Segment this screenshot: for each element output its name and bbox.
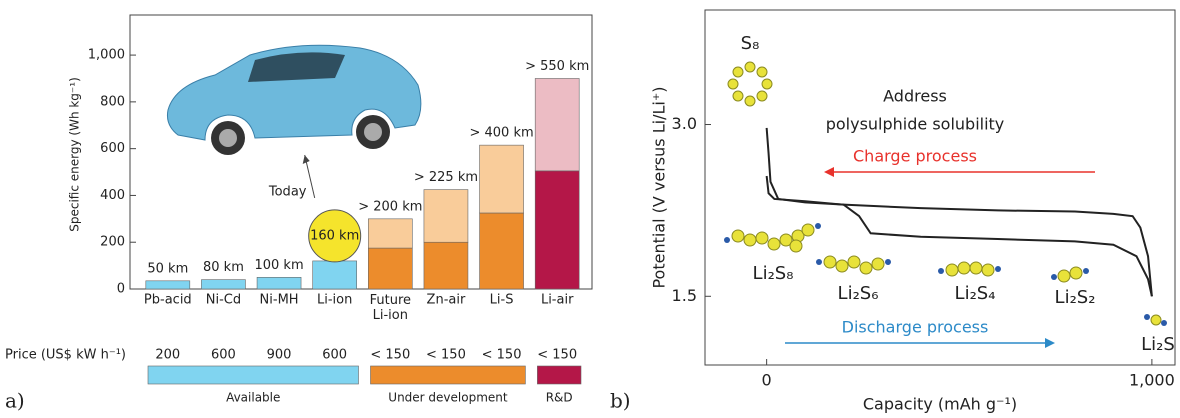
bar-segment <box>534 78 580 172</box>
bar-segment <box>423 241 469 290</box>
distance-label: > 550 km <box>525 59 589 74</box>
x-tick-label: Li-ion <box>317 293 352 308</box>
annotation: Address <box>883 87 947 106</box>
price: < 150 <box>537 348 577 363</box>
availability-bar <box>370 365 526 385</box>
bar-segment <box>479 144 524 214</box>
y-tick-label: 400 <box>100 188 125 203</box>
price: < 150 <box>370 348 410 363</box>
species-label: Li₂S₆ <box>838 283 879 304</box>
x-tick-label: Zn-air <box>427 293 466 308</box>
highlight-circle <box>308 209 362 263</box>
x-tick-label: 0 <box>762 371 772 390</box>
y-tick-label: 1,000 <box>88 48 125 63</box>
y-tick-label: 3.0 <box>672 114 697 133</box>
annotation: Today <box>268 184 307 199</box>
species-label: S₈ <box>741 33 760 54</box>
distance-label: > 400 km <box>469 126 533 141</box>
price: 600 <box>322 348 347 363</box>
x-axis-label: Capacity (mAh g⁻¹) <box>863 395 1017 414</box>
x-tick-label: Li-air <box>541 293 574 308</box>
curve <box>765 127 1153 297</box>
x-tick-label: Ni-Cd <box>206 293 241 308</box>
y-tick-label: 0 <box>117 282 125 297</box>
x-tick-label: Ni-MH <box>260 293 299 308</box>
bar-segment <box>201 279 246 290</box>
distance-label: 160 km <box>310 228 359 243</box>
panel-label: b) <box>610 389 631 413</box>
plot-frame <box>704 9 1176 366</box>
car-body <box>167 44 422 141</box>
availability-label: Under development <box>388 391 508 405</box>
species-label: Li₂S₄ <box>955 283 996 304</box>
distance-label: 100 km <box>254 258 303 273</box>
curve <box>765 175 1153 297</box>
y-tick-label: 200 <box>100 235 125 250</box>
li2s4-chain <box>938 261 1001 277</box>
distance-label: 80 km <box>203 260 244 275</box>
distance-label: > 200 km <box>358 199 422 214</box>
distance-label: > 225 km <box>414 170 478 185</box>
s8-ring <box>727 61 773 107</box>
x-tick-label: 1,000 <box>1129 371 1175 390</box>
y-tick-label: 600 <box>100 141 125 156</box>
li2s8-chain <box>724 223 821 253</box>
bar-segment <box>368 247 413 290</box>
species-label: Li₂S₈ <box>753 263 794 284</box>
x-tick-label: Pb-acid <box>144 293 192 308</box>
bar-segment <box>145 280 191 290</box>
bar-segment <box>479 212 524 290</box>
bar-segment <box>312 260 357 290</box>
price-label: Price (US$ kW h⁻¹) <box>5 348 126 363</box>
annotation: Charge process <box>853 147 977 166</box>
li2s2-chain <box>1051 266 1089 283</box>
price: < 150 <box>482 348 522 363</box>
arrow-head <box>1045 338 1055 348</box>
availability-label: Available <box>226 391 280 405</box>
li2s6-chain <box>816 255 891 275</box>
bar-segment <box>256 277 302 290</box>
bar-segment <box>534 170 580 290</box>
availability-bar <box>147 365 359 385</box>
price: 900 <box>267 348 292 363</box>
arrow-head <box>824 167 834 177</box>
y-axis-label: Potential (V versus Li/Li⁺) <box>650 86 669 288</box>
bar-segment <box>368 218 413 249</box>
y-tick-label: 1.5 <box>672 286 697 305</box>
annotation: Discharge process <box>842 318 989 337</box>
distance-label: 50 km <box>147 261 188 276</box>
annotation: polysulphide solubility <box>826 115 1005 134</box>
car-hub <box>219 129 237 147</box>
species-label: Li₂S <box>1141 334 1175 355</box>
arrow-head <box>302 155 310 164</box>
car-illustration <box>167 44 422 155</box>
panel-label: a) <box>5 389 25 413</box>
y-axis-label: Specific energy (Wh kg⁻¹) <box>68 77 82 232</box>
availability-label: R&D <box>546 391 573 405</box>
price: < 150 <box>426 348 466 363</box>
molecules <box>724 61 1167 326</box>
availability-bar <box>537 365 582 385</box>
x-tick-label: Future Li-ion <box>370 293 411 323</box>
price: 200 <box>155 348 180 363</box>
car-hub <box>364 123 382 141</box>
car-window <box>248 52 345 82</box>
bar-segment <box>423 189 469 243</box>
li2s-molecule <box>1144 314 1167 326</box>
species-label: Li₂S₂ <box>1055 287 1096 308</box>
y-tick-label: 800 <box>100 94 125 109</box>
price: 600 <box>211 348 236 363</box>
plot-frame <box>129 14 593 290</box>
x-tick-label: Li-S <box>490 293 514 308</box>
